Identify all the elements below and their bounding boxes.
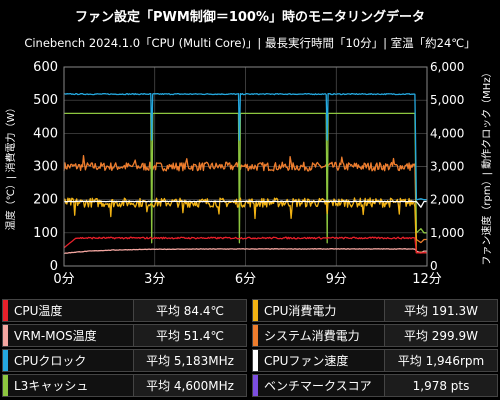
- legend-name: VRM-MOS温度: [14, 329, 97, 343]
- series-line-cpu-fan: [63, 200, 427, 208]
- y-right-tick-label: 0: [430, 259, 438, 273]
- legend-swatch: [3, 325, 8, 346]
- y-right-tick-label: 2,000: [430, 193, 464, 207]
- y-tick-label: 0: [50, 259, 58, 274]
- legend-value: 平均 84.4℃: [133, 300, 246, 321]
- series-line-vrm-temp: [63, 248, 427, 255]
- legend-item-vrm-temp: VRM-MOS温度 平均 51.4℃: [2, 324, 247, 347]
- legend-value: 平均 299.9W: [384, 325, 497, 346]
- y-tick-label: 300: [33, 160, 58, 175]
- y-tick-label: 200: [33, 193, 58, 208]
- plot-frame: [63, 66, 428, 267]
- y-tick-label: 400: [33, 126, 58, 141]
- series-line-l3-cache: [64, 112, 427, 244]
- legend-value: 平均 5,183MHz: [133, 350, 246, 371]
- legend-name: CPU消費電力: [264, 304, 337, 318]
- y-tick-label: 600: [33, 60, 58, 75]
- legend-item-cpu-power: CPU消費電力 平均 191.3W: [252, 299, 498, 322]
- series-line-cpu-power: [63, 197, 427, 254]
- series-line-cpu-clock: [63, 92, 427, 201]
- legend-item-cpu-temp: CPU温度 平均 84.4℃: [2, 299, 247, 322]
- axes: 0 100 200 300 400 500 600 0 1,000 2,000 3,000 4,000…: [4, 60, 493, 287]
- chart-plot: 0 100 200 300 400 500 600 0 1,000 2,000 3,000 4,000…: [4, 60, 493, 287]
- chart-title: ファン設定「PWM制御＝100%」時のモニタリングデータ: [75, 10, 425, 25]
- legend-swatch: [253, 350, 258, 371]
- y-tick-label: 100: [33, 226, 58, 241]
- legend-swatch: [3, 375, 8, 396]
- legend-value: 平均 1,946rpm: [384, 350, 497, 371]
- legend-name: システム消費電力: [264, 329, 360, 343]
- legend-item-cpu-clock: CPUクロック 平均 5,183MHz: [2, 349, 247, 372]
- y-axis-title: 温度（℃）| 消費電力（W）: [4, 103, 17, 231]
- legend-item-system-power: システム消費電力 平均 299.9W: [252, 324, 498, 347]
- legend-name: ベンチマークスコア: [264, 379, 372, 393]
- legend-value: 平均 51.4℃: [133, 325, 246, 346]
- legend-swatch: [3, 350, 8, 371]
- x-tick-label: 3分: [144, 272, 165, 287]
- legend: CPU温度 平均 84.4℃ CPU消費電力 平均 191.3W VRM-MOS…: [0, 297, 500, 400]
- legend-item-cpu-fan: CPUファン速度 平均 1,946rpm: [252, 349, 498, 372]
- legend-swatch: [253, 325, 258, 346]
- legend-swatch: [3, 300, 8, 321]
- y-tick-label: 500: [33, 93, 58, 108]
- legend-name: CPUファン速度: [264, 354, 349, 368]
- series-layer: [63, 92, 427, 255]
- legend-name: L3キャッシュ: [14, 379, 89, 393]
- y-right-tick-label: 6,000: [430, 60, 464, 74]
- legend-value: 平均 191.3W: [384, 300, 497, 321]
- legend-name: CPU温度: [14, 304, 63, 318]
- x-tick-label: 9分: [326, 272, 347, 287]
- legend-name: CPUクロック: [14, 354, 87, 368]
- legend-value: 1,978 pts: [384, 375, 497, 396]
- legend-swatch: [253, 375, 258, 396]
- y-right-tick-label: 1,000: [430, 226, 464, 240]
- y-right-axis-title: ファン速度（rpm）| 動作クロック（MHz）: [480, 67, 493, 265]
- legend-item-l3-cache: L3キャッシュ 平均 4,600MHz: [2, 374, 247, 397]
- series-line-system-power: [63, 154, 427, 244]
- x-tick-label: 0分: [53, 272, 74, 287]
- y-right-tick-label: 4,000: [430, 126, 464, 140]
- legend-item-benchmark-score: ベンチマークスコア 1,978 pts: [252, 374, 498, 397]
- x-tick-label: 12分: [412, 272, 442, 287]
- y-right-tick-label: 5,000: [430, 93, 464, 107]
- x-tick-label: 6分: [235, 272, 256, 287]
- series-line-cpu-temp: [63, 236, 427, 254]
- legend-swatch: [253, 300, 258, 321]
- y-right-tick-label: 3,000: [430, 160, 464, 174]
- legend-value: 平均 4,600MHz: [133, 375, 246, 396]
- chart-subtitle: Cinebench 2024.1.0「CPU (Multi Core)」| 最長…: [24, 36, 476, 50]
